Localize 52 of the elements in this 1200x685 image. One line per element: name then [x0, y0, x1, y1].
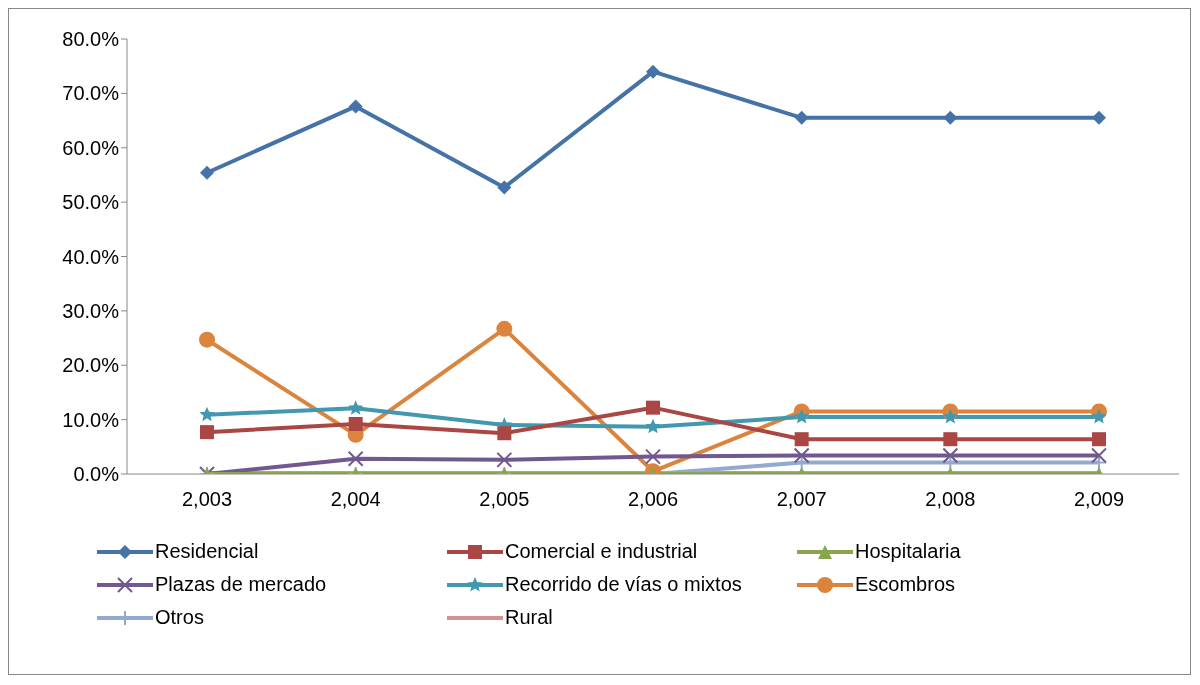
y-tick-label: 60.0%	[62, 136, 120, 159]
x-tick-label: 2,005	[479, 488, 530, 511]
point	[794, 432, 809, 447]
point	[496, 451, 513, 468]
point	[1092, 432, 1106, 447]
y-tick-label: 40.0%	[62, 245, 120, 268]
x-tick-label: 2,006	[627, 488, 679, 511]
point	[943, 432, 958, 447]
point	[199, 331, 215, 348]
point	[200, 165, 214, 180]
y-tick-label: 80.0%	[62, 28, 120, 51]
y-tick-label: 20.0%	[62, 354, 120, 377]
point	[645, 418, 661, 434]
point	[200, 425, 214, 440]
point	[1092, 110, 1106, 125]
point	[496, 320, 513, 337]
x-tick-label: 2,008	[925, 488, 976, 511]
legend-label: Hospitalaria	[855, 540, 961, 563]
y-tick-label: 0.0%	[73, 463, 120, 486]
point	[646, 400, 660, 415]
legend-label: Residencial	[155, 540, 259, 563]
y-tick-label: 70.0%	[62, 82, 120, 105]
point	[646, 64, 660, 79]
legend-label: Rural	[505, 606, 553, 629]
x-tick-label: 2,007	[776, 488, 827, 511]
legend-label: Comercial e industrial	[505, 540, 698, 563]
point	[348, 99, 363, 114]
legend-label: Otros	[155, 606, 204, 629]
y-tick-label: 50.0%	[62, 191, 120, 214]
legend-label: Plazas de mercado	[155, 573, 327, 596]
legend-label: Recorrido de vías o mixtos	[505, 573, 742, 596]
point	[497, 180, 512, 195]
point	[1091, 447, 1107, 464]
legend-label: Escombros	[855, 573, 956, 596]
x-tick-label: 2,003	[181, 488, 233, 511]
point	[794, 110, 809, 125]
point	[348, 400, 364, 415]
x-tick-label: 2,009	[1073, 488, 1125, 511]
point	[347, 450, 364, 467]
point	[794, 408, 810, 424]
y-tick-label: 10.0%	[62, 408, 120, 431]
x-tick-label: 2,004	[330, 488, 381, 511]
point	[1091, 408, 1107, 424]
point	[943, 110, 958, 125]
point	[348, 416, 363, 431]
point	[793, 447, 810, 464]
point	[942, 408, 958, 424]
point	[199, 406, 215, 422]
point	[497, 426, 512, 441]
point	[942, 447, 959, 464]
point	[645, 448, 661, 465]
y-tick-label: 30.0%	[62, 299, 120, 322]
